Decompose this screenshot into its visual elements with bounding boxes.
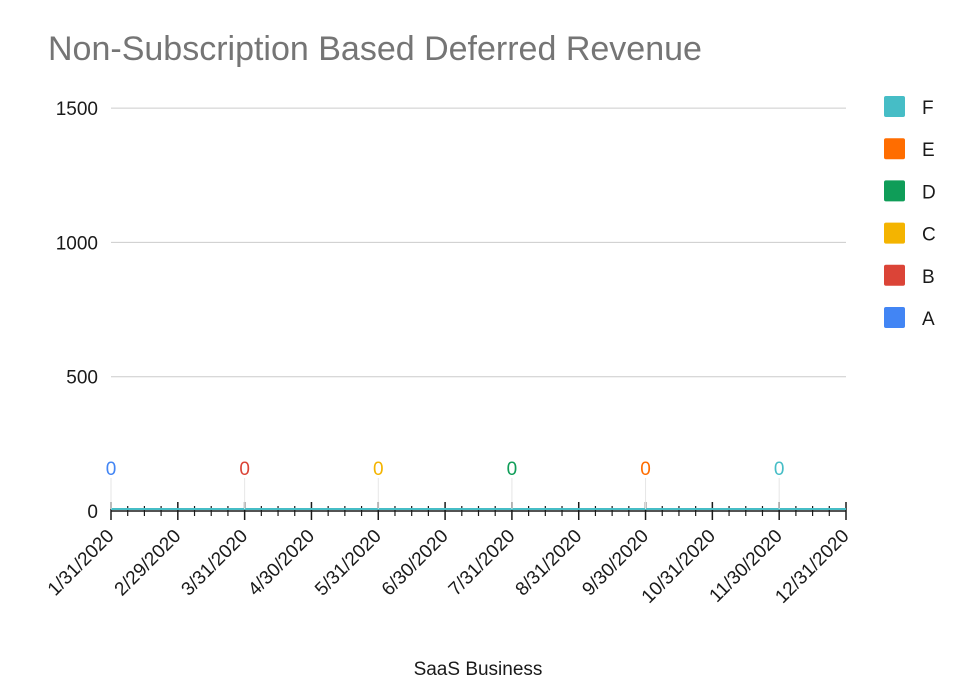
legend-swatch <box>884 307 905 328</box>
gridlines <box>111 107 846 378</box>
y-axis-labels: 0 500 1000 1500 <box>56 99 98 523</box>
x-tick-label: 2/29/2020 <box>111 526 186 601</box>
legend-label: A <box>922 309 935 330</box>
legend-swatch <box>884 138 905 160</box>
y-tick-label: 1500 <box>56 99 98 120</box>
data-label: 0 <box>507 459 518 480</box>
legend-item-E: E <box>884 138 935 161</box>
x-tick-label: 3/31/2020 <box>178 526 253 601</box>
legend-swatch <box>884 96 905 117</box>
legend-label: C <box>922 225 936 246</box>
legend-item-C: C <box>884 222 936 246</box>
x-tick-label: 5/31/2020 <box>311 526 386 601</box>
x-tick-label: 8/31/2020 <box>512 526 587 601</box>
legend-swatch <box>884 222 905 244</box>
data-labels: 0 0 0 0 0 0 <box>106 459 785 509</box>
legend-label: E <box>922 140 935 161</box>
data-label: 0 <box>774 459 785 480</box>
legend-swatch <box>884 264 905 286</box>
y-tick-label: 0 <box>87 502 98 523</box>
y-tick-label: 1000 <box>56 233 98 254</box>
legend-label: B <box>922 267 935 288</box>
data-label: 0 <box>106 459 117 480</box>
legend-label: D <box>922 182 936 203</box>
chart-title: Non-Subscription Based Deferred Revenue <box>48 30 702 68</box>
x-tick-label: 7/31/2020 <box>445 526 520 601</box>
legend: FED CBA <box>884 96 936 330</box>
x-axis: 1/31/20202/29/20203/31/20204/30/20205/31… <box>44 502 854 608</box>
data-label: 0 <box>640 459 651 480</box>
x-tick-label: 6/30/2020 <box>378 526 453 601</box>
legend-item-A: A <box>884 307 935 330</box>
legend-swatch <box>884 180 905 202</box>
legend-item-F: F <box>884 96 934 119</box>
x-tick-label: 1/31/2020 <box>44 526 119 601</box>
data-label: 0 <box>373 459 384 480</box>
data-label: 0 <box>239 459 250 480</box>
x-axis-title: SaaS Business <box>414 659 543 680</box>
legend-item-D: D <box>884 180 936 203</box>
legend-item-B: B <box>884 264 935 288</box>
x-tick-label: 4/30/2020 <box>244 526 319 601</box>
legend-label: F <box>922 98 934 119</box>
y-tick-label: 500 <box>66 368 98 389</box>
